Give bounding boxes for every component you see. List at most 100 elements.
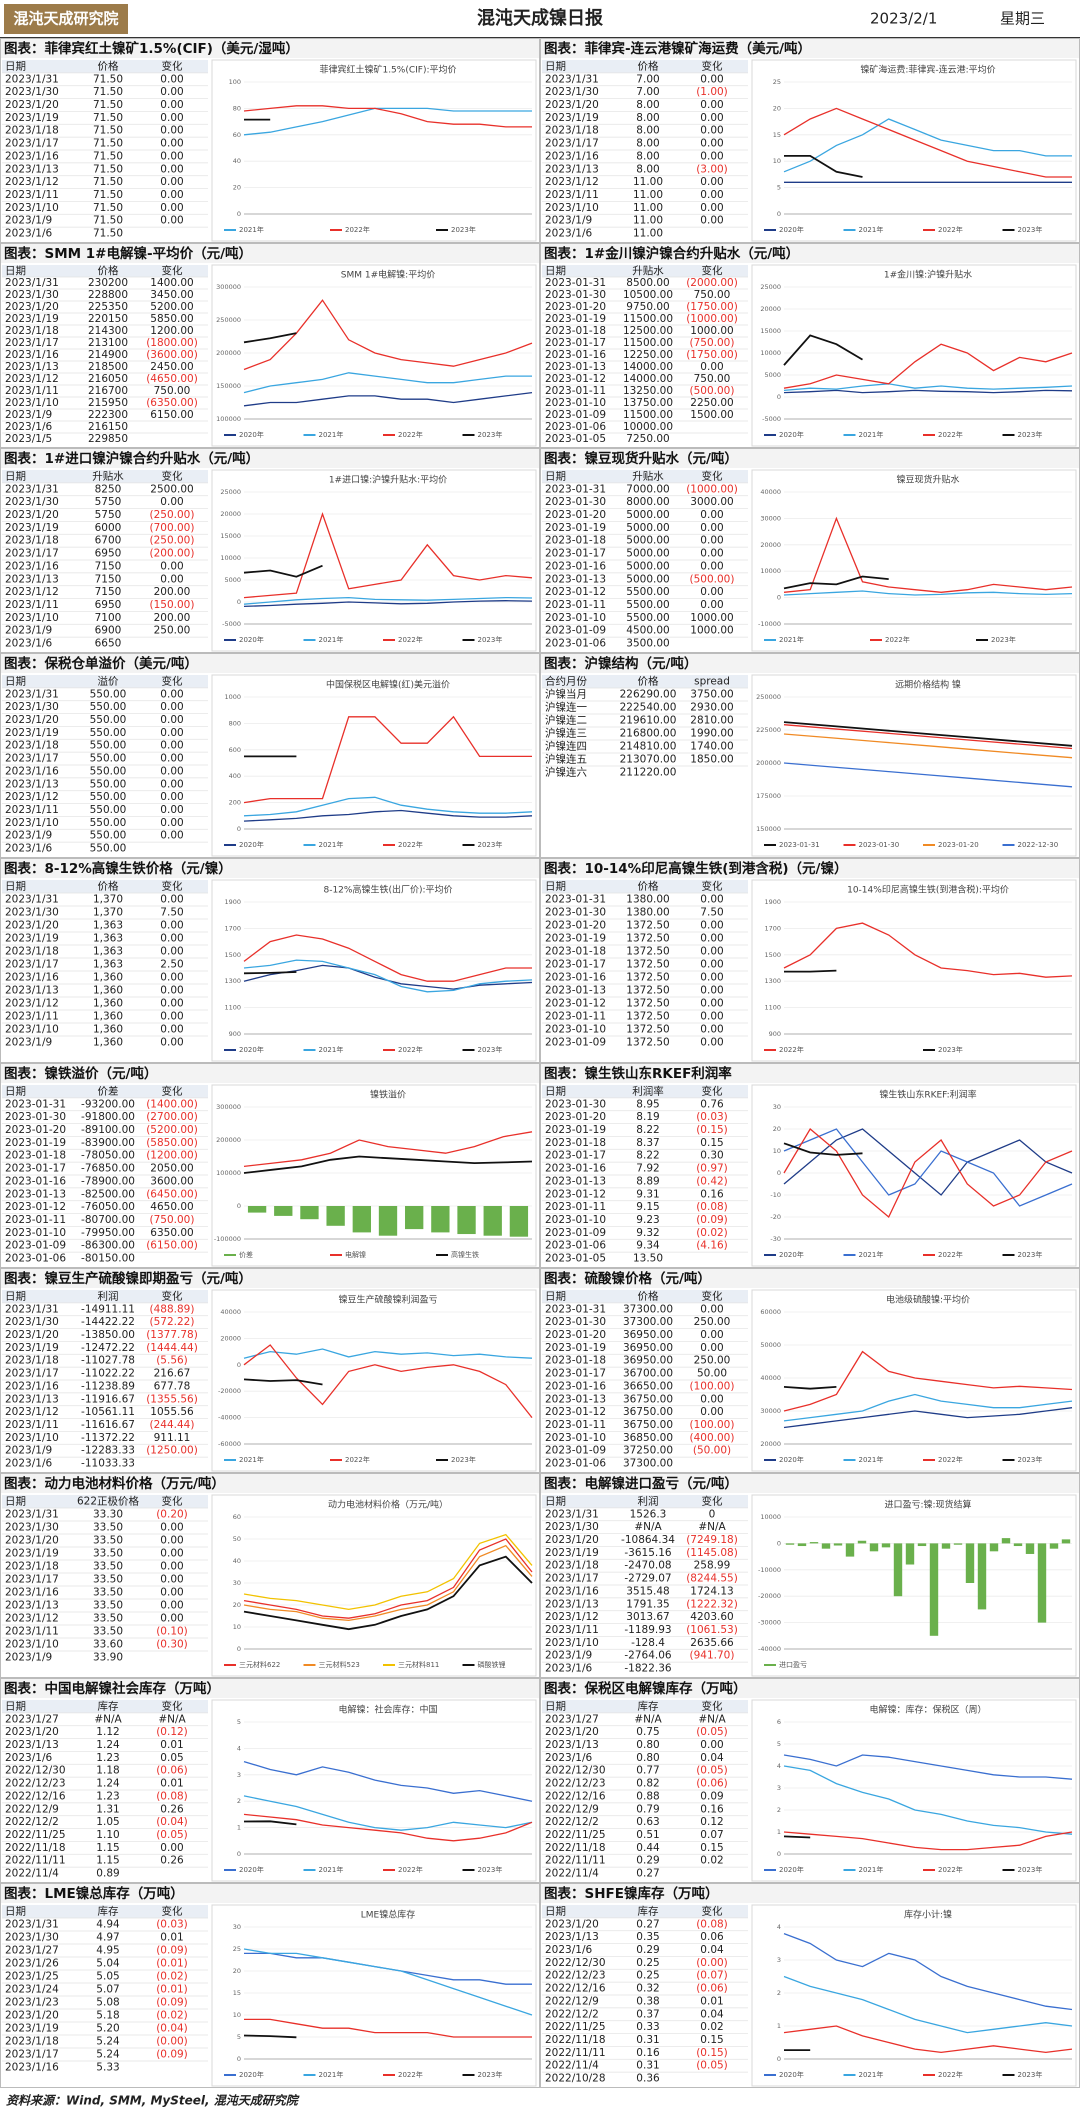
legend-label: 2021年 [859, 1250, 884, 1259]
cell: 0.00 [700, 1024, 723, 1036]
cell: 0.79 [636, 1803, 659, 1815]
row-label: 2023-01-20 [545, 301, 606, 313]
y-tick-label: 15000 [220, 532, 241, 540]
row-label: 2023/1/13 [5, 1393, 59, 1405]
row-label: 2023-01-30 [5, 1111, 66, 1123]
cell: 1.18 [96, 1765, 119, 1777]
cell: 5.33 [96, 2062, 119, 2074]
row-label: 2023/1/18 [5, 1355, 59, 1367]
cell: 550.00 [90, 701, 127, 713]
row-label: 2023-01-10 [545, 1024, 606, 1036]
chart-frame [751, 674, 1077, 857]
panel-title-bg [1, 244, 539, 263]
row-label: 沪镍连三 [545, 727, 587, 740]
column-header: 库存 [638, 1904, 659, 1917]
cell: 0.00 [700, 1011, 723, 1023]
row-label: 2023-01-10 [545, 397, 606, 409]
cell: 0.00 [160, 215, 183, 227]
cell: -3615.16 [624, 1547, 672, 1559]
row-label: 2023/1/18 [545, 125, 599, 137]
series-line [783, 334, 863, 366]
row-label: 2023/1/10 [5, 397, 59, 409]
cell: 9750.00 [626, 301, 669, 313]
row-label: 2023-01-31 [545, 483, 606, 495]
chart-frame [211, 1904, 537, 2087]
row-label: 2023/1/17 [5, 753, 59, 765]
cell: -1822.36 [624, 1663, 672, 1675]
legend-label: 2023年 [1018, 1250, 1043, 1259]
cell: 0.00 [700, 1342, 723, 1354]
row-label: 2023/1/9 [5, 830, 52, 842]
row-label: 沪镍连六 [545, 766, 587, 779]
series-line [243, 1155, 533, 1174]
cell: 1,360 [93, 985, 123, 997]
chart-title: 镍豆现货升贴水 [896, 474, 959, 486]
panel-title: 图表：菲律宾红土镍矿1.5%(CIF)（美元/湿吨） [4, 40, 299, 57]
row-label: 2022/11/18 [545, 1842, 606, 1854]
row-label: 2023-01-06 [545, 421, 606, 433]
cell: 0.00 [700, 361, 723, 373]
row-label: 2023-01-18 [545, 1355, 606, 1367]
y-tick-label: -20000 [218, 1387, 241, 1395]
column-header: 变化 [162, 1699, 183, 1712]
cell: (0.05) [696, 1765, 728, 1777]
cell: 0.27 [636, 1918, 659, 1930]
table-head-bg [542, 1700, 748, 1713]
cell: 0.26 [160, 1855, 184, 1867]
row-label: 2023/1/11 [5, 599, 59, 611]
row-label: 2023-01-06 [545, 1458, 606, 1470]
legend-label: 2023年 [451, 225, 476, 234]
bar [869, 1543, 879, 1552]
legend-label: 2023年 [478, 840, 503, 849]
cell: 33.50 [93, 1522, 123, 1534]
cell: 7250.00 [626, 433, 669, 445]
cell: 11.00 [633, 176, 663, 188]
cell: 7.92 [636, 1163, 659, 1175]
cell: 1200.00 [150, 325, 193, 337]
y-tick-label: 4 [777, 1923, 781, 1931]
column-header: 变化 [162, 1084, 183, 1097]
row-label: 2023/1/19 [545, 1547, 599, 1559]
y-tick-label: 20000 [760, 1440, 781, 1448]
chart-frame [211, 674, 537, 857]
cell: 0.38 [636, 1995, 659, 2007]
row-label: 2023/1/31 [5, 277, 59, 289]
cell: 550.00 [90, 740, 127, 752]
row-label: 2023/1/17 [5, 2049, 59, 2061]
panel-title-bg [541, 244, 1079, 263]
cell: 0.00 [700, 138, 723, 150]
cell: 0.09 [700, 1790, 723, 1802]
row-label: 2023/1/19 [5, 313, 59, 325]
row-label: 2023/1/16 [5, 150, 59, 162]
source-note: 资料来源：Wind, SMM, MySteel, 混沌天成研究院 [6, 2094, 300, 2108]
row-label: 2023/1/19 [5, 1548, 59, 1560]
series-line [783, 1932, 1073, 2011]
row-label: 2023-01-20 [545, 920, 606, 932]
cell: 230200 [88, 277, 128, 289]
cell: (0.12) [156, 1726, 188, 1738]
y-tick-label: 0 [237, 1361, 241, 1369]
legend-label: 2020年 [779, 1250, 804, 1259]
column-header: 变化 [162, 1289, 183, 1302]
row-label: 2023-01-30 [545, 1098, 606, 1110]
chart-title: 1#进口镍:沪镍升贴水:平均价 [329, 474, 447, 486]
y-tick-label: 1500 [764, 951, 781, 959]
row-label: 2023-01-18 [545, 1137, 606, 1149]
y-tick-label: 0 [237, 210, 241, 218]
cell: 2.50 [160, 959, 183, 971]
cell: 0.00 [160, 1600, 183, 1612]
cell: 550.00 [90, 843, 127, 855]
cell: 0.00 [160, 740, 183, 752]
cell: -2729.07 [624, 1573, 671, 1585]
y-tick-label: 15 [773, 131, 781, 139]
cell: 12500.00 [623, 325, 673, 337]
row-label: 2023/1/18 [5, 946, 59, 958]
y-tick-label: 20 [773, 104, 781, 112]
cell: 258.99 [694, 1560, 731, 1572]
panel-title-bg [541, 1679, 1079, 1698]
y-tick-label: 300000 [216, 1103, 241, 1111]
y-tick-label: 10000 [760, 1513, 781, 1521]
column-header: 变化 [162, 264, 183, 277]
row-label: 2023-01-10 [545, 1214, 606, 1226]
cell: 1372.50 [626, 985, 669, 997]
